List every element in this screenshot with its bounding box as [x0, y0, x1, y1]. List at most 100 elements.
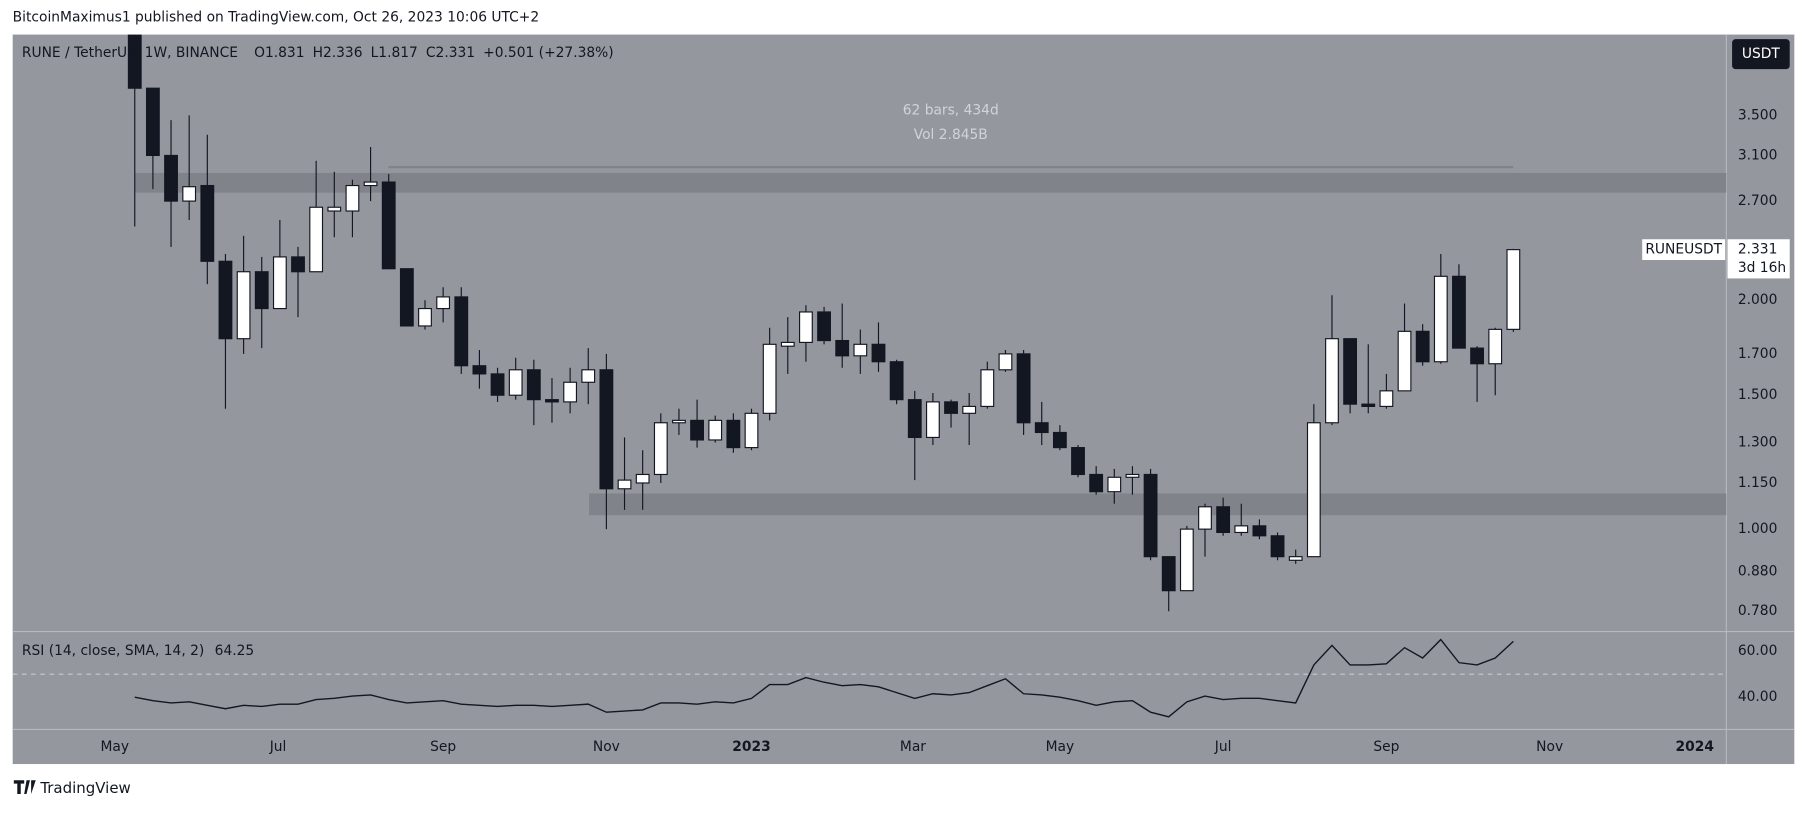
candle-body [1198, 506, 1212, 530]
x-tick-label: May [1046, 739, 1075, 755]
candle-body [1325, 338, 1339, 424]
ohlc-value: 2.331 [436, 45, 476, 61]
ohlc-key: H [313, 45, 323, 61]
candle-body [1288, 556, 1303, 561]
currency-badge[interactable] [1732, 39, 1790, 70]
ohlc-key: C [426, 45, 436, 61]
x-tick-label: Nov [1536, 739, 1563, 755]
x-tick-label: 2023 [732, 739, 770, 755]
candle-body [853, 343, 868, 357]
candle-body [200, 184, 215, 262]
candle-body [799, 311, 813, 343]
candle-body [1343, 338, 1358, 405]
x-tick-label: Mar [900, 739, 926, 755]
candle-body [236, 271, 251, 340]
rsi-tick-label: 60.00 [1738, 643, 1778, 659]
candle-body [1179, 528, 1194, 592]
candle-body [345, 184, 360, 212]
candle-body [1216, 506, 1231, 534]
last-price: 2.331 [1738, 242, 1778, 258]
symbol: RUNEUSDT [1645, 242, 1722, 258]
y-tick-label: 0.780 [1738, 603, 1778, 619]
candle-body [381, 181, 396, 270]
candle-body [145, 87, 160, 157]
candle-body [1361, 403, 1376, 407]
candle-body [363, 181, 378, 187]
rsi-tick-label: 40.00 [1738, 689, 1778, 705]
candle-body [291, 256, 305, 273]
x-tick-label: May [101, 739, 130, 755]
candle-body [526, 369, 541, 401]
candle-body [817, 311, 831, 342]
candle-body [1161, 556, 1176, 592]
candle-body [617, 479, 632, 490]
candle-body [309, 206, 324, 273]
ohlc-key: L [371, 45, 379, 61]
candle-body [907, 399, 922, 439]
ohlc-value: 1.831 [265, 45, 305, 61]
rsi-value: 64.25 [215, 643, 255, 659]
candle-body [1433, 275, 1448, 363]
ohlc-key: O [254, 45, 265, 61]
candle-body [835, 339, 850, 357]
rsi-line [134, 638, 1514, 718]
byline: BitcoinMaximus1 published on TradingView… [13, 9, 539, 25]
candle-body [708, 419, 723, 441]
candle-body [1234, 525, 1249, 534]
y-tick-label: 3.100 [1738, 147, 1778, 163]
zone [134, 172, 1727, 193]
candle-body [581, 369, 596, 383]
candle-body [436, 296, 451, 310]
y-tick-label: 0.880 [1738, 563, 1778, 579]
candle-body [744, 412, 759, 449]
candle-body [1107, 476, 1122, 493]
candle-body [490, 373, 505, 396]
candle-body [980, 369, 995, 407]
candle-body [508, 369, 523, 396]
candle-body [454, 296, 469, 367]
y-tick-label: 2.700 [1738, 193, 1778, 209]
measure-volume: Vol 2.845B [914, 127, 988, 143]
candle-body [1488, 328, 1503, 365]
candle-body [1034, 422, 1049, 434]
candle-body [944, 401, 958, 414]
candle-body [1143, 473, 1158, 558]
candle-body [1506, 249, 1521, 330]
ohlc-value: 1.817 [378, 45, 418, 61]
price-badge [1727, 239, 1790, 279]
countdown: 3d 16h [1738, 260, 1786, 276]
candle-body [1379, 390, 1394, 407]
y-tick-label: 1.700 [1738, 346, 1778, 362]
footer: TradingView [39, 779, 130, 797]
candle-body [254, 271, 269, 310]
candle-body [1470, 347, 1485, 365]
y-tick-label: 3.500 [1738, 107, 1778, 123]
candle-body [472, 365, 487, 375]
tv-logo [13, 780, 36, 795]
candle-body [182, 186, 197, 202]
symbol-badge [1642, 239, 1726, 260]
candle-body [1415, 330, 1430, 363]
candle-body [635, 473, 650, 484]
candle-body [563, 381, 578, 403]
candle-body [418, 307, 432, 327]
y-tick-label: 1.300 [1738, 434, 1778, 450]
rsi-label: RSI (14, close, SMA, 14, 2) [22, 643, 204, 659]
y-tick-label: 1.500 [1738, 387, 1778, 403]
y-tick-label: 1.000 [1738, 521, 1778, 537]
candle-body [599, 369, 614, 490]
currency: USDT [1742, 46, 1781, 62]
x-tick-label: Sep [1373, 739, 1399, 755]
candle-body [962, 405, 977, 414]
candle-body [672, 419, 686, 424]
candle-body [889, 361, 904, 401]
zone [589, 493, 1727, 516]
candle-body [1270, 535, 1285, 558]
candle-body [780, 341, 795, 347]
candle-body [871, 343, 886, 363]
y-tick-label: 2.000 [1738, 292, 1778, 308]
candle-body [127, 34, 142, 89]
y-tick-label: 1.150 [1738, 475, 1778, 491]
candle-body [272, 256, 287, 310]
